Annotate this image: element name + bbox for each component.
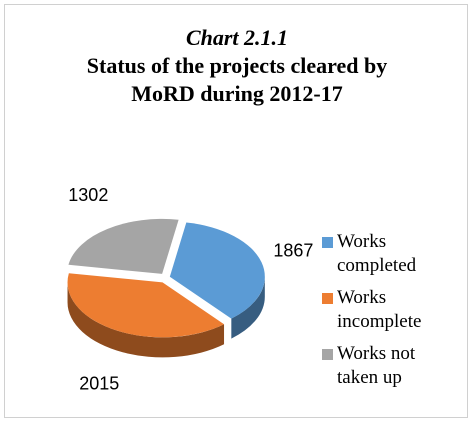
legend-label: Works incomplete: [337, 287, 422, 332]
legend-label: Works completed: [337, 231, 417, 276]
data-label: 2015: [79, 374, 119, 394]
chart-label: Chart 2.1.1: [185, 25, 289, 50]
legend-item: Works not taken up: [322, 342, 462, 390]
slice-side: [67, 282, 225, 358]
legend-label: Works not taken up: [337, 343, 416, 388]
legend-item: Works incomplete: [322, 286, 462, 334]
slice: [67, 273, 225, 338]
slice: [169, 222, 265, 319]
legend-swatch: [322, 293, 333, 304]
title-block: Chart 2.1.1 Status of the projects clear…: [60, 24, 414, 108]
legend-swatch: [322, 349, 333, 360]
slice-side: [231, 276, 265, 339]
chart-title: Status of the projects cleared by MoRD d…: [86, 53, 388, 106]
chart-frame: [4, 4, 468, 418]
data-label: 1867: [273, 241, 313, 261]
legend-swatch: [322, 237, 333, 248]
slice: [68, 218, 179, 274]
data-label: 1302: [68, 185, 108, 205]
legend-item: Works completed: [322, 230, 462, 278]
legend: Works completed Works incomplete Works not…: [322, 230, 462, 398]
